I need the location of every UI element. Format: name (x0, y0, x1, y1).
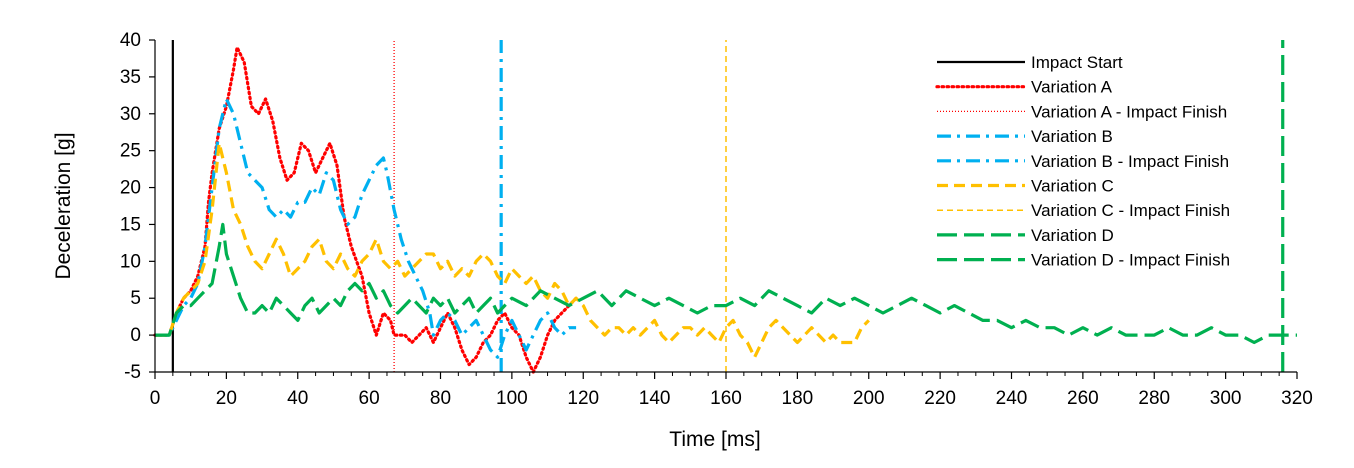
series-line-variation-a (153, 45, 578, 374)
series-line-variation-b (155, 97, 577, 359)
y-axis-title: Deceleration [g] (52, 132, 75, 279)
x-tick-label: 260 (1067, 388, 1099, 409)
y-tick-label: -5 (124, 362, 141, 383)
series-line-variation-c (155, 141, 870, 359)
y-tick-label: 15 (120, 214, 141, 235)
x-tick-label: 60 (359, 388, 380, 409)
legend: Impact Start Variation A Variation A - Imp… (935, 53, 1230, 270)
x-tick-label: 200 (853, 388, 885, 409)
x-tick-label: 160 (710, 388, 742, 409)
x-tick-label: 40 (287, 388, 308, 409)
series-line-variation-d (155, 222, 1297, 345)
legend-label-variation-c-impact-finish: Variation C - Impact Finish (1031, 201, 1230, 220)
y-tick-label: 10 (120, 251, 141, 272)
y-tick-label: 30 (120, 104, 141, 125)
legend-label-variation-b: Variation B (1031, 127, 1113, 146)
x-tick-label: 120 (567, 388, 599, 409)
y-tick-label: 40 (120, 30, 141, 51)
series-layer (153, 40, 1297, 374)
ticks-layer: 0 20 40 60 80 100 120 140 160 180 200 220 240 260 280 3… (120, 30, 1313, 409)
y-tick-label: 5 (130, 288, 141, 309)
legend-label-variation-a-impact-finish: Variation A - Impact Finish (1031, 102, 1227, 121)
y-tick-label: 0 (130, 325, 141, 346)
x-tick-label: 320 (1281, 388, 1313, 409)
legend-label-variation-d-impact-finish: Variation D - Impact Finish (1031, 251, 1230, 270)
x-tick-label: 100 (496, 388, 528, 409)
x-axis-title: Time [ms] (669, 428, 760, 451)
y-tick-label: 35 (120, 67, 141, 88)
x-tick-label: 300 (1210, 388, 1242, 409)
x-tick-label: 280 (1138, 388, 1170, 409)
legend-label-variation-b-impact-finish: Variation B - Impact Finish (1031, 152, 1229, 171)
x-tick-label: 0 (150, 388, 161, 409)
y-tick-label: 25 (120, 141, 141, 162)
x-tick-label: 220 (924, 388, 956, 409)
legend-label-variation-a: Variation A (1031, 78, 1113, 97)
x-tick-label: 240 (996, 388, 1028, 409)
x-tick-label: 140 (639, 388, 671, 409)
x-tick-label: 80 (430, 388, 451, 409)
y-tick-label: 20 (120, 178, 141, 199)
x-tick-label: 20 (216, 388, 237, 409)
x-tick-label: 180 (782, 388, 814, 409)
legend-label-variation-d: Variation D (1031, 226, 1114, 245)
legend-label-impact-start: Impact Start (1031, 53, 1123, 72)
legend-label-variation-c: Variation C (1031, 177, 1114, 196)
